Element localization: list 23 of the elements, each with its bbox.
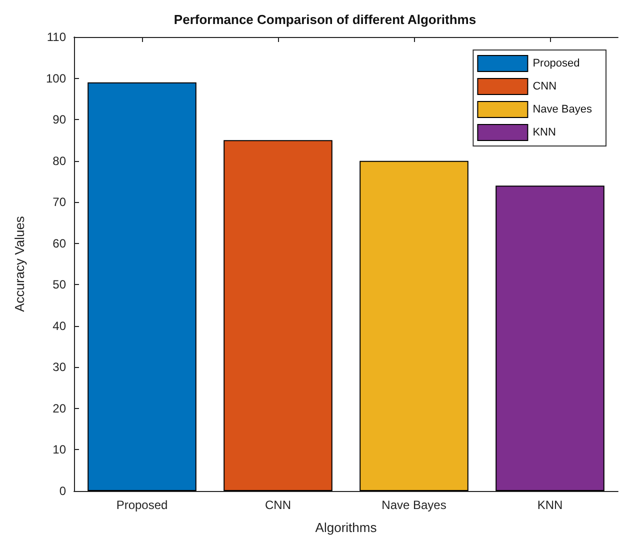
x-tick-label: Proposed (116, 498, 168, 512)
y-tick-label: 100 (46, 71, 66, 86)
y-tick-label: 70 (52, 195, 66, 210)
y-tick-label: 0 (59, 484, 66, 498)
y-tick-label: 10 (52, 442, 66, 457)
y-axis-title: Accuracy Values (12, 216, 27, 312)
y-tick-label: 80 (52, 154, 66, 168)
y-tick-label: 90 (52, 112, 66, 127)
legend-label: Nave Bayes (532, 104, 592, 116)
legend-label: KNN (532, 126, 556, 138)
y-tick-label: 60 (52, 236, 66, 250)
x-axis-title: Algorithms (315, 520, 378, 535)
x-tick-label: KNN (537, 498, 563, 512)
x-tick-label: Nave Bayes (382, 498, 446, 512)
y-tick-label: 30 (52, 360, 66, 374)
y-tick-label: 110 (46, 30, 66, 44)
y-tick-label: 50 (52, 278, 66, 292)
legend-label: Proposed (532, 58, 580, 70)
x-tick-label: CNN (265, 498, 291, 512)
y-tick-label: 20 (52, 401, 66, 416)
y-tick-label: 40 (52, 318, 66, 333)
legend-label: CNN (532, 80, 557, 92)
chart-title: Performance Comparison of different Algorithms (174, 12, 476, 27)
